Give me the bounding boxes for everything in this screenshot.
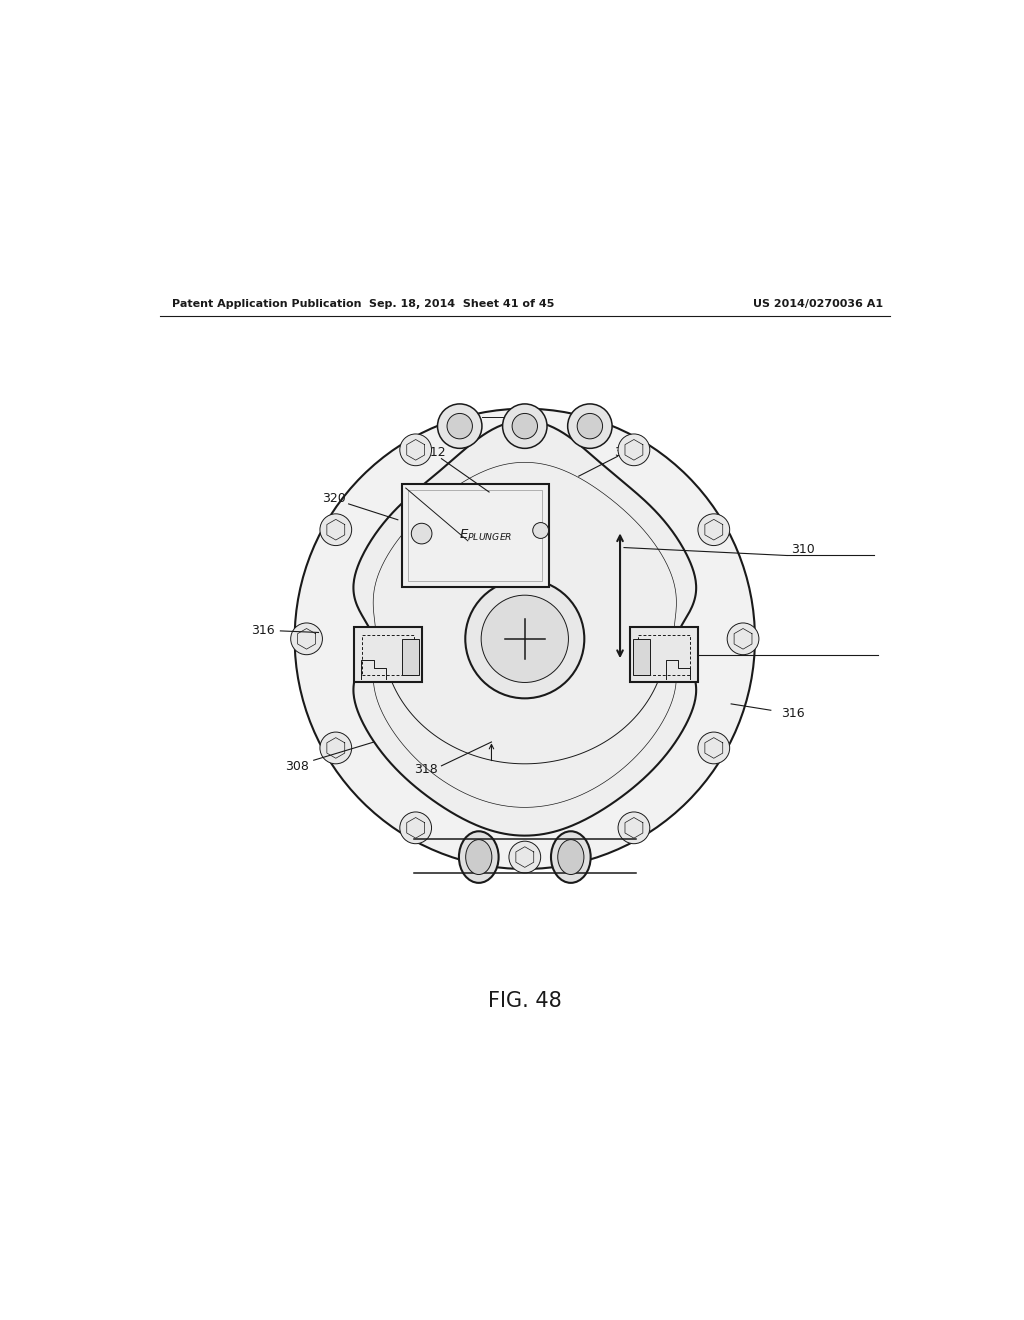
Circle shape [618, 434, 650, 466]
Circle shape [618, 812, 650, 843]
Circle shape [291, 623, 323, 655]
Circle shape [399, 434, 431, 466]
Bar [362, 635, 414, 675]
Circle shape [295, 409, 755, 869]
Text: 320: 320 [323, 492, 346, 504]
Text: US 2014/0270036 A1: US 2014/0270036 A1 [754, 298, 884, 309]
Circle shape [319, 513, 351, 545]
Bar [354, 627, 422, 682]
Bar [631, 627, 697, 682]
Circle shape [319, 733, 351, 764]
Ellipse shape [558, 840, 584, 875]
Circle shape [447, 413, 472, 438]
Circle shape [399, 812, 431, 843]
Text: 316: 316 [251, 624, 274, 638]
Polygon shape [353, 421, 696, 836]
Text: Patent Application Publication: Patent Application Publication [172, 298, 361, 309]
Circle shape [698, 513, 730, 545]
Text: FIG. 48: FIG. 48 [487, 991, 562, 1011]
Text: 308: 308 [285, 760, 309, 774]
Ellipse shape [551, 832, 591, 883]
Circle shape [578, 413, 602, 438]
Text: Sep. 18, 2014  Sheet 41 of 45: Sep. 18, 2014 Sheet 41 of 45 [369, 298, 554, 309]
Circle shape [512, 413, 538, 438]
Circle shape [532, 523, 549, 539]
Circle shape [437, 404, 482, 449]
Text: 314: 314 [614, 446, 638, 459]
Text: 312: 312 [422, 446, 445, 459]
Circle shape [567, 404, 612, 449]
Bar [633, 639, 650, 675]
Bar [409, 491, 543, 581]
Circle shape [503, 404, 547, 449]
Text: 318: 318 [415, 763, 438, 776]
Bar [401, 484, 549, 587]
Circle shape [698, 733, 730, 764]
Circle shape [727, 623, 759, 655]
Circle shape [412, 523, 432, 544]
Ellipse shape [466, 840, 492, 875]
Text: $E_{PLUNGER}$: $E_{PLUNGER}$ [459, 528, 512, 544]
Circle shape [481, 595, 568, 682]
Circle shape [509, 841, 541, 873]
Bar [401, 639, 419, 675]
Text: 316: 316 [781, 708, 805, 719]
Text: 310: 310 [792, 543, 815, 556]
Ellipse shape [459, 832, 499, 883]
Circle shape [509, 405, 541, 437]
Circle shape [465, 579, 585, 698]
Bar [638, 635, 690, 675]
